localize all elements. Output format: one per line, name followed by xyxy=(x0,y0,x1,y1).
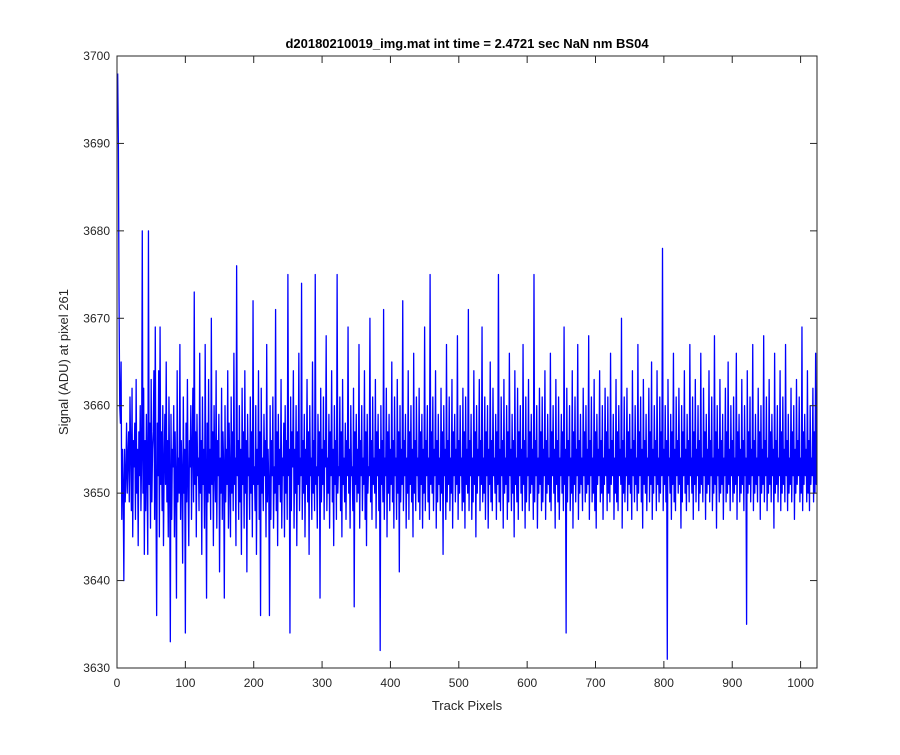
y-tick-label: 3630 xyxy=(83,661,110,675)
y-tick-label: 3650 xyxy=(83,486,110,500)
x-tick-label: 200 xyxy=(244,676,264,690)
chart-title: d20180210019_img.mat int time = 2.4721 s… xyxy=(285,36,649,51)
y-tick-label: 3660 xyxy=(83,399,110,413)
tick-labels: 0 100 200 300 400 500 600 700 800 900 1000 3630 3640… xyxy=(83,49,814,690)
axes-box xyxy=(116,55,818,669)
x-tick-label: 300 xyxy=(312,676,332,690)
x-tick-label: 900 xyxy=(722,676,742,690)
y-axis-label: Signal (ADU) at pixel 261 xyxy=(56,289,71,435)
x-axis-label: Track Pixels xyxy=(432,698,503,713)
y-tick-label: 3670 xyxy=(83,311,110,325)
x-tick-label: 0 xyxy=(114,676,121,690)
axes-layer xyxy=(116,55,818,669)
y-tick-label: 3690 xyxy=(83,136,110,150)
x-tick-label: 1000 xyxy=(787,676,814,690)
x-tick-label: 500 xyxy=(449,676,469,690)
x-tick-label: 400 xyxy=(380,676,400,690)
series-line-1 xyxy=(117,73,817,660)
x-tick-label: 700 xyxy=(586,676,606,690)
y-tick-label: 3700 xyxy=(83,49,110,63)
plot-area xyxy=(117,56,817,668)
x-tick-label: 100 xyxy=(175,676,195,690)
y-tick-label: 3680 xyxy=(83,224,110,238)
series-layer xyxy=(117,73,817,660)
y-tick-label: 3640 xyxy=(83,574,110,588)
x-tick-label: 600 xyxy=(517,676,537,690)
x-tick-label: 800 xyxy=(654,676,674,690)
